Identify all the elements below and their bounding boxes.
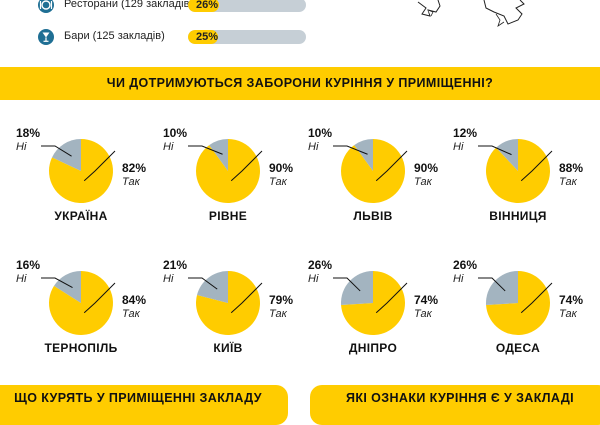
pie-no-label: Ні (308, 273, 319, 285)
pie-city-label: ЛЬВІВ (353, 209, 393, 223)
leader-line-yes (375, 150, 408, 182)
restaurant-icon (38, 0, 54, 13)
venue-stat-label: Ресторани (129 закладів) (64, 0, 194, 10)
pie-yes-percent: 74% (559, 293, 584, 307)
venue-stat-row: Бари (125 закладів) 25% (0, 28, 320, 48)
bottom-section-title: ЩО КУРЯТЬ У ПРИМІЩЕННІ ЗАКЛАДУ (14, 391, 262, 405)
pie-no-percent: 10% (163, 126, 188, 140)
pie-city-label: УКРАЇНА (54, 209, 108, 223)
pie-yes-percent: 82% (122, 161, 147, 175)
pie-city-label: ВІННИЦЯ (489, 209, 547, 223)
leader-line-yes (520, 150, 553, 182)
bar-glass-icon (38, 29, 54, 45)
pie-yes-percent: 88% (559, 161, 584, 175)
pie-chart: 12% Ні 88% Так ВІННИЦЯ (445, 118, 585, 238)
pie-slice-yes (341, 271, 405, 335)
venue-stat-value: 26% (196, 0, 219, 11)
leader-line-no (188, 145, 223, 155)
pie-yes-label: Так (559, 308, 577, 320)
pie-yes-label: Так (122, 308, 140, 320)
pie-chart: 10% Ні 90% Так РІВНЕ (155, 118, 295, 238)
section-title: ЧИ ДОТРИМУЮТЬСЯ ЗАБОРОНИ КУРІННЯ У ПРИМІ… (106, 76, 494, 90)
pie-no-label: Ні (16, 141, 27, 153)
pie-no-label: Ні (16, 273, 27, 285)
pie-no-label: Ні (453, 273, 464, 285)
leader-line-no (478, 277, 506, 292)
pie-no-percent: 12% (453, 126, 478, 140)
pie-slice-no (496, 139, 518, 171)
pie-no-percent: 16% (16, 258, 41, 272)
pie-yes-percent: 90% (269, 161, 294, 175)
pie-no-percent: 10% (308, 126, 333, 140)
pie-no-label: Ні (308, 141, 319, 153)
pie-chart: 26% Ні 74% Так ОДЕСА (445, 250, 585, 370)
bottom-section-title: ЯКІ ОЗНАКИ КУРІННЯ Є У ЗАКЛАДІ (345, 391, 575, 405)
leader-line-no (41, 277, 73, 289)
section-banner: ЧИ ДОТРИМУЮТЬСЯ ЗАБОРОНИ КУРІННЯ У ПРИМІ… (0, 67, 600, 100)
leader-line-yes (230, 282, 263, 314)
venue-stat-bar-fill (188, 0, 219, 12)
leader-line-yes (230, 150, 263, 182)
pie-city-label: ТЕРНОПІЛЬ (44, 341, 118, 355)
leader-line-yes (375, 282, 408, 314)
pie-slice-no (197, 271, 228, 303)
ukraine-map-outline-icon (417, 0, 525, 27)
pie-chart: 16% Ні 84% Так ТЕРНОПІЛЬ (8, 250, 148, 370)
pie-slice-no (53, 271, 81, 303)
leader-line-no (188, 277, 218, 290)
pie-no-label: Ні (453, 141, 464, 153)
pie-no-percent: 26% (453, 258, 478, 272)
pie-no-label: Ні (163, 141, 174, 153)
venue-stat-bar-fill (188, 30, 218, 44)
pie-slice-no (354, 139, 373, 171)
pie-no-percent: 18% (16, 126, 41, 140)
pie-no-label: Ні (163, 273, 174, 285)
venue-stat-row: Ресторани (129 закладів) 26% (0, 0, 320, 16)
pie-yes-label: Так (414, 308, 432, 320)
venue-stat-label: Бари (125 закладів) (64, 30, 165, 42)
pie-no-percent: 21% (163, 258, 188, 272)
leader-line-yes (83, 282, 116, 314)
pie-yes-label: Так (122, 176, 140, 188)
pie-yes-label: Так (269, 308, 287, 320)
pie-chart: 26% Ні 74% Так ДНІПРО (300, 250, 440, 370)
leader-line-no (41, 145, 72, 157)
pie-chart: 18% Ні 82% Так УКРАЇНА (8, 118, 148, 238)
pie-city-label: ОДЕСА (495, 341, 541, 355)
pie-slice-no (209, 139, 228, 171)
bottom-section-card: ЩО КУРЯТЬ У ПРИМІЩЕННІ ЗАКЛАДУ (0, 385, 288, 425)
pie-yes-label: Так (414, 176, 432, 188)
pie-slice-no (52, 139, 81, 171)
pie-yes-percent: 79% (269, 293, 294, 307)
pie-city-label: РІВНЕ (208, 209, 248, 223)
venue-stat-bar (188, 0, 306, 12)
pie-yes-percent: 84% (122, 293, 147, 307)
pie-city-label: ДНІПРО (348, 341, 398, 355)
pie-yes-percent: 74% (414, 293, 439, 307)
leader-line-yes (520, 282, 553, 314)
pie-chart: 10% Ні 90% Так ЛЬВІВ (300, 118, 440, 238)
pie-yes-label: Так (269, 176, 287, 188)
venue-stat-bar (188, 30, 306, 44)
pie-no-percent: 26% (308, 258, 333, 272)
pie-chart: 21% Ні 79% Так КИЇВ (155, 250, 295, 370)
leader-line-yes (83, 150, 116, 182)
pie-yes-percent: 90% (414, 161, 439, 175)
venue-stat-value: 25% (196, 31, 219, 43)
leader-line-no (333, 145, 368, 155)
pie-city-label: КИЇВ (213, 341, 243, 355)
leader-line-no (333, 277, 361, 292)
leader-line-no (478, 145, 512, 156)
pie-yes-label: Так (559, 176, 577, 188)
pie-slice-yes (486, 271, 550, 335)
bottom-section-card: ЯКІ ОЗНАКИ КУРІННЯ Є У ЗАКЛАДІ (310, 385, 600, 425)
